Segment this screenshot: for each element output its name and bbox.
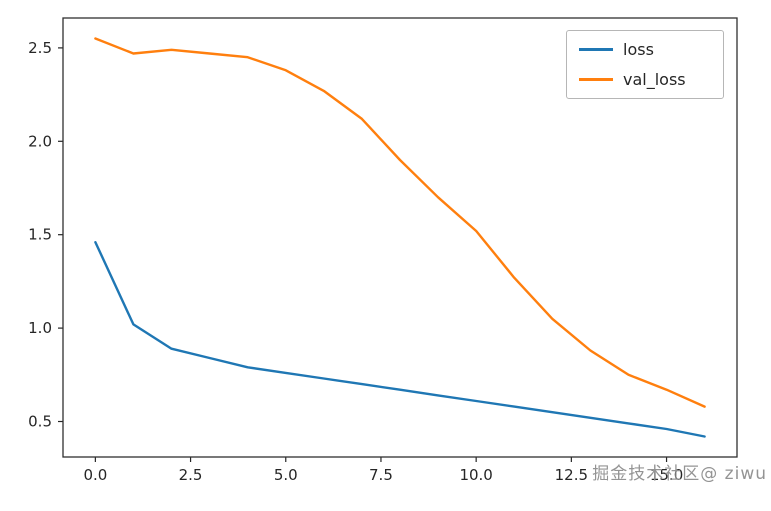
plot-spines [62, 17, 738, 458]
legend-entry-loss: loss [579, 41, 711, 59]
y-tick-label: 1.5 [28, 226, 52, 244]
x-tick-label: 7.5 [369, 466, 393, 484]
legend-swatch-val-loss [579, 77, 613, 81]
x-tick-label: 12.5 [555, 466, 588, 484]
x-tick-label: 0.0 [83, 466, 107, 484]
y-tick-label: 2.5 [28, 39, 52, 57]
x-tick-label: 5.0 [274, 466, 298, 484]
y-tick-label: 2.0 [28, 132, 52, 150]
y-tick-label: 1.0 [28, 319, 52, 337]
watermark-text: 掘金技术社区@ ziwu [592, 464, 767, 484]
legend-swatch-loss [579, 48, 613, 52]
legend-label-val-loss: val_loss [623, 69, 686, 89]
y-tick-label: 0.5 [28, 413, 52, 431]
x-tick-label: 15.0 [650, 466, 683, 484]
legend-label-loss: loss [623, 40, 654, 59]
x-tick-label: 10.0 [459, 466, 492, 484]
legend-entry-val-loss: val_loss [579, 69, 711, 89]
series-line-val_loss [94, 37, 706, 408]
series-line-loss [94, 240, 706, 438]
legend: loss val_loss [566, 30, 724, 100]
x-tick-label: 2.5 [179, 466, 203, 484]
